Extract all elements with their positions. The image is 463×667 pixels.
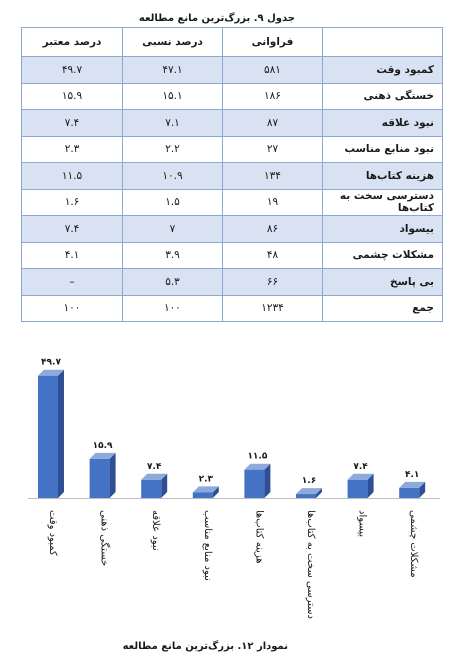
bar [141, 479, 162, 498]
table-row: هزینه کتاب‌ها ۱۳۴ ۱۰.۹ ۱۱.۵ [21, 162, 443, 190]
table-row: خستگی ذهنی ۱۸۶ ۱۵.۱ ۱۵.۹ [21, 82, 443, 110]
bar [347, 479, 368, 498]
bar-top [141, 473, 168, 480]
table-row: کمبود وقت ۵۸۱ ۴۷.۱ ۴۹.۷ [21, 56, 443, 84]
header-valid-percent: درصد معتبر [21, 27, 123, 57]
category-label: خستگی ذهنی [99, 510, 111, 566]
bar-side [161, 473, 168, 498]
header-frequency: فراوانی [222, 27, 323, 57]
category-label: نبود علاقه [150, 510, 161, 551]
row-relative-percent: ۱۰.۹ [122, 162, 223, 190]
row-relative-percent: ۱۵.۱ [122, 82, 223, 110]
bar-side [316, 488, 322, 498]
bar [244, 469, 265, 498]
row-frequency: ۱۳۴ [222, 162, 323, 190]
row-valid-percent: ۱۵.۹ [21, 82, 123, 110]
bar-value-label: ۴۹.۷ [41, 358, 61, 368]
bar-value-label: ۴.۱ [405, 470, 419, 480]
row-category: کمبود وقت [322, 56, 443, 84]
row-frequency: ۶۶ [222, 268, 323, 296]
row-relative-percent: ۱۰۰ [122, 294, 223, 322]
bar-top [244, 463, 271, 470]
bar-chart: ۴۹.۷ کمبود وقت ۱۵.۹ خستگی ذهنی ۷.۴ نبود علاقه… [28, 358, 440, 619]
table-row: نبود علاقه ۸۷ ۷.۱ ۷.۴ [21, 109, 443, 137]
obstacles-table: فراوانی درصد نسبی درصد معتبر کمبود وقت ۵… [21, 27, 443, 322]
row-relative-percent: ۷.۱ [122, 109, 223, 137]
row-category: هزینه کتاب‌ها [322, 162, 443, 190]
row-frequency: ۴۸ [222, 241, 323, 269]
table-row: مشکلات چشمی ۴۸ ۳.۹ ۴.۱ [21, 241, 443, 269]
header-category [322, 27, 443, 57]
row-valid-percent: ۷.۴ [21, 109, 123, 137]
row-relative-percent: ۱.۵ [122, 188, 223, 216]
table-row: دسترسی سخت به کتاب‌ها ۱۹ ۱.۵ ۱.۶ [21, 188, 443, 216]
bar-side [212, 486, 219, 498]
row-frequency: ۸۷ [222, 109, 323, 137]
bar-side [367, 473, 374, 498]
row-valid-percent: ۴۹.۷ [21, 56, 123, 84]
row-category: مشکلات چشمی [322, 241, 443, 269]
row-frequency: ۱۹ [222, 188, 323, 216]
table-caption: جدول ۹. بزرگ‌ترین مانع مطالعه [138, 13, 295, 24]
bar-top [38, 369, 64, 376]
bar-value-label: ۱.۶ [302, 476, 316, 486]
row-frequency: ۱۸۶ [222, 82, 323, 110]
bar [399, 487, 420, 498]
bar [89, 458, 110, 498]
bar-top [89, 452, 116, 459]
row-relative-percent: ۴۷.۱ [122, 56, 223, 84]
row-category: بیسواد [322, 215, 443, 243]
bar-top [347, 473, 374, 480]
bar-value-label: ۷.۴ [353, 462, 368, 472]
table-row: نبود منابع مناسب ۲۷ ۲.۲ ۲.۳ [21, 135, 443, 163]
category-label: دسترسی سخت به کتاب‌ها [305, 510, 316, 619]
category-label: کمبود وقت [47, 510, 58, 556]
row-relative-percent: ۷ [122, 215, 223, 243]
bar-top [296, 488, 322, 495]
row-category: نبود علاقه [322, 109, 443, 137]
table-total-row: جمع ۱۲۳۴ ۱۰۰ ۱۰۰ [21, 294, 443, 322]
row-frequency: ۵۸۱ [222, 56, 323, 84]
row-relative-percent: ۳.۹ [122, 241, 223, 269]
row-category: دسترسی سخت به کتاب‌ها [322, 188, 443, 216]
bar-value-label: ۲.۳ [199, 474, 214, 484]
row-category: نبود منابع مناسب [322, 135, 443, 163]
row-valid-percent: ۱۱.۵ [21, 162, 123, 190]
row-category: خستگی ذهنی [322, 82, 443, 110]
row-relative-percent: ۲.۲ [122, 135, 223, 163]
row-valid-percent: ۱۰۰ [21, 294, 123, 322]
category-label: مشکلات چشمی [408, 510, 419, 578]
bar-side [419, 481, 426, 498]
chart-caption: نمودار ۱۲. بزرگ‌ترین مانع مطالعه [122, 641, 288, 652]
header-relative-percent: درصد نسبی [122, 27, 223, 57]
bar [192, 492, 213, 498]
category-label: نبود منابع مناسب [202, 510, 213, 581]
bar-top [399, 481, 426, 488]
row-frequency: ۸۶ [222, 215, 323, 243]
table-row: بیسواد ۸۶ ۷ ۷.۴ [21, 215, 443, 243]
bar-value-label: ۷.۴ [147, 462, 162, 472]
row-category: بی پاسخ [322, 268, 443, 296]
bar [38, 375, 58, 498]
row-valid-percent: – [21, 268, 123, 296]
bar-value-label: ۱۱.۵ [247, 452, 267, 462]
bar-side [264, 463, 271, 498]
bar [296, 494, 316, 498]
row-valid-percent: ۷.۴ [21, 215, 123, 243]
row-valid-percent: ۴.۱ [21, 241, 123, 269]
table-header-row: فراوانی درصد نسبی درصد معتبر [21, 27, 443, 57]
bar-side [109, 452, 116, 498]
row-relative-percent: ۵.۳ [122, 268, 223, 296]
bar-top [192, 486, 219, 493]
row-frequency: ۲۷ [222, 135, 323, 163]
bar-value-label: ۱۵.۹ [93, 441, 113, 451]
row-frequency: ۱۲۳۴ [222, 294, 323, 322]
category-label: هزینه کتاب‌ها [253, 510, 264, 564]
category-label: بیسواد [357, 510, 368, 537]
row-category: جمع [322, 294, 443, 322]
table-row: بی پاسخ ۶۶ ۵.۳ – [21, 268, 443, 296]
bar-side [58, 369, 64, 498]
row-valid-percent: ۲.۳ [21, 135, 123, 163]
row-valid-percent: ۱.۶ [21, 188, 123, 216]
